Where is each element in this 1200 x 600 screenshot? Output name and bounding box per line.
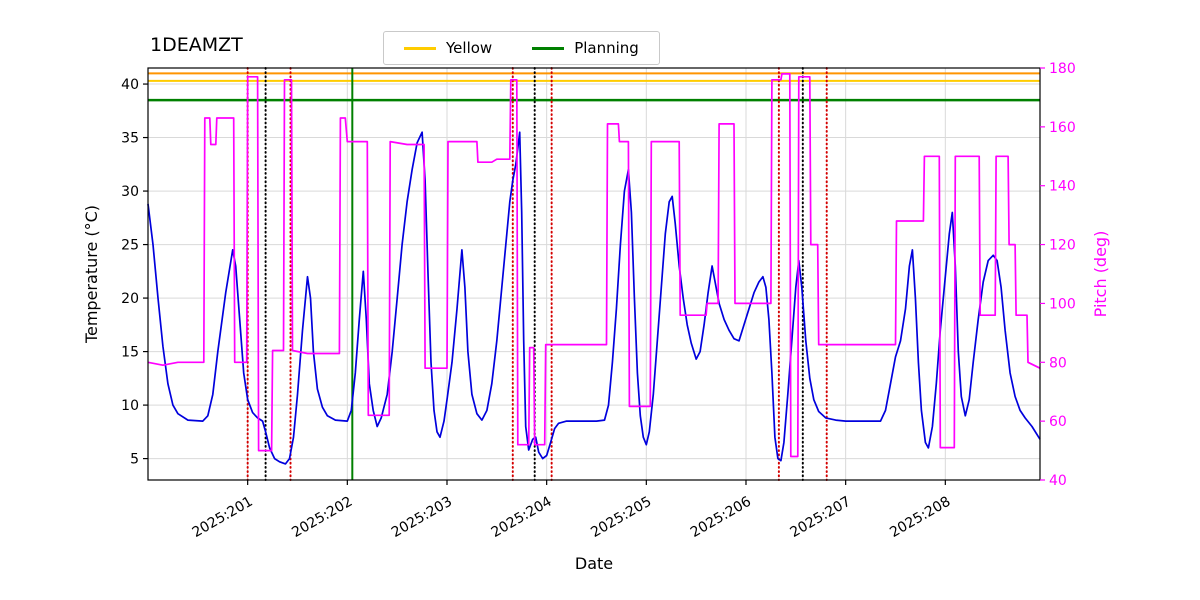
y-axis-label-right: Pitch (deg) bbox=[1091, 231, 1110, 318]
legend-label-yellow: Yellow bbox=[446, 39, 493, 57]
temperature-series-line bbox=[147, 131, 1041, 465]
y-tick-label-left: 25 bbox=[121, 238, 139, 254]
y-tick-label-left: 20 bbox=[121, 291, 139, 307]
y-tick-label-right: 160 bbox=[1049, 120, 1076, 136]
plot-border bbox=[147, 67, 1041, 481]
yellow-limit-swatch-icon bbox=[404, 46, 436, 50]
y-tick-label-right: 80 bbox=[1049, 355, 1067, 371]
planning-limit-swatch-icon bbox=[532, 46, 565, 50]
y-tick-label-left: 5 bbox=[130, 452, 139, 468]
y-tick-label-right: 60 bbox=[1049, 414, 1067, 430]
y-tick-label-right: 120 bbox=[1049, 238, 1076, 254]
y-tick-label-left: 40 bbox=[121, 77, 139, 93]
y-tick-label-left: 10 bbox=[121, 398, 139, 414]
y-tick-label-left: 30 bbox=[121, 184, 139, 200]
chart-title: 1DEAMZT bbox=[150, 34, 243, 56]
x-tick-label: 2025:208 bbox=[887, 494, 953, 541]
x-tick-label: 2025:203 bbox=[389, 494, 455, 541]
y-tick-label-right: 180 bbox=[1049, 61, 1076, 77]
y-tick-label-left: 35 bbox=[121, 131, 139, 147]
legend-label-planning: Planning bbox=[574, 39, 639, 57]
y-tick-label-right: 140 bbox=[1049, 179, 1076, 195]
x-tick-label: 2025:207 bbox=[788, 494, 854, 541]
x-tick-label: 2025:206 bbox=[688, 494, 754, 541]
y-tick-label-left: 15 bbox=[121, 345, 139, 361]
x-tick-label: 2025:202 bbox=[289, 494, 355, 541]
pitch-series-line bbox=[147, 73, 1041, 458]
y-tick-label-right: 100 bbox=[1049, 296, 1076, 312]
x-tick-label: 2025:201 bbox=[190, 494, 256, 541]
legend-item-yellow: Yellow bbox=[404, 39, 492, 57]
x-tick-label: 2025:205 bbox=[588, 494, 654, 541]
x-axis-label: Date bbox=[575, 554, 613, 573]
legend-item-planning: Planning bbox=[532, 39, 639, 57]
x-tick-label: 2025:204 bbox=[489, 494, 555, 541]
y-axis-label-left: Temperature (°C) bbox=[82, 205, 101, 344]
legend: Yellow Planning bbox=[383, 31, 660, 65]
y-tick-label-right: 40 bbox=[1049, 473, 1067, 489]
